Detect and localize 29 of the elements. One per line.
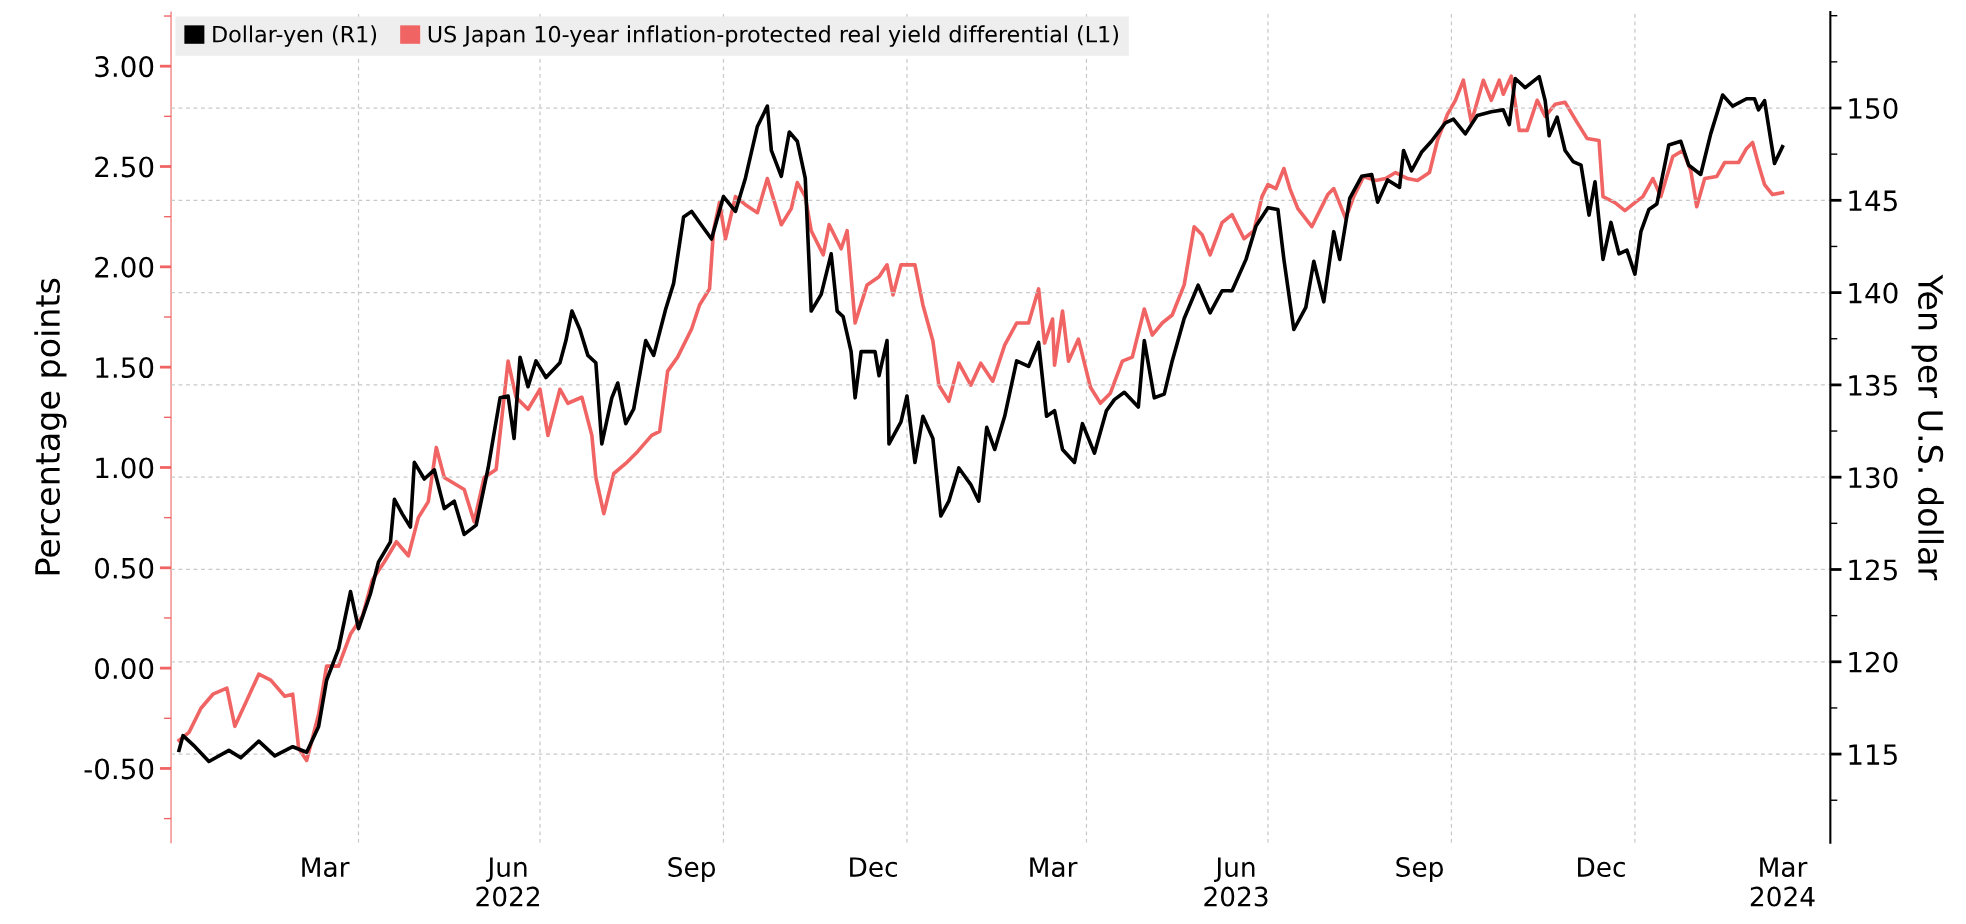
x-tick-label: Sep <box>1396 857 1443 883</box>
y-tick-label: 2.50 <box>95 156 154 178</box>
y2-tick-label: 145 <box>1849 190 1897 212</box>
y2-tick-label: 130 <box>1849 467 1898 489</box>
y-tick-label: 0.00 <box>95 658 154 680</box>
x-tick-label: Mar <box>1030 857 1078 877</box>
y2-tick-label: 135 <box>1849 374 1897 396</box>
y-axis-title: Percentage points <box>34 278 67 575</box>
x-tick-label: Dec <box>850 857 897 877</box>
y-tick-label: 2.00 <box>95 256 154 278</box>
legend-label: US Japan 10-year inflation-protected real yield differential (L1) <box>428 25 1119 47</box>
y-tick-label: 0.50 <box>95 557 154 579</box>
y2-tick-label: 120 <box>1849 651 1898 673</box>
y2-tick-label: 150 <box>1849 97 1898 119</box>
x-tick-label: Dec <box>1578 857 1625 877</box>
y-tick-label: 1.00 <box>96 457 154 479</box>
legend-label: Dollar-yen (R1) <box>213 25 377 47</box>
y-tick-label: 1.50 <box>96 357 154 379</box>
y2-tick-label: 140 <box>1849 282 1898 304</box>
y-tick-label: 3.00 <box>95 56 154 78</box>
y-tick-label: -0.50 <box>84 758 154 780</box>
y2-axis-title: Yen per U.S. dollar <box>1911 274 1944 581</box>
x-tick-label: Sep <box>668 857 715 883</box>
x-tick-label: Jun 2022 <box>476 857 540 907</box>
x-tick-label: Mar 2024 <box>1750 857 1815 907</box>
x-tick-label: Jun 2023 <box>1204 857 1268 907</box>
y2-tick-label: 115 <box>1849 744 1897 766</box>
x-tick-label: Mar <box>302 857 350 877</box>
y2-tick-label: 125 <box>1849 559 1897 581</box>
